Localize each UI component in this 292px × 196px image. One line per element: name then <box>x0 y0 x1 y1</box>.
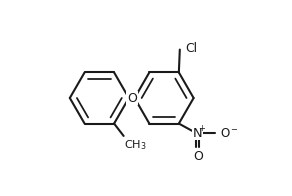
Text: Cl: Cl <box>185 42 198 55</box>
Text: O: O <box>193 150 203 163</box>
Text: +: + <box>198 124 205 133</box>
Text: O: O <box>127 92 137 104</box>
Text: CH$_3$: CH$_3$ <box>124 138 147 152</box>
Text: N: N <box>193 127 203 140</box>
Text: O$^-$: O$^-$ <box>220 127 239 140</box>
